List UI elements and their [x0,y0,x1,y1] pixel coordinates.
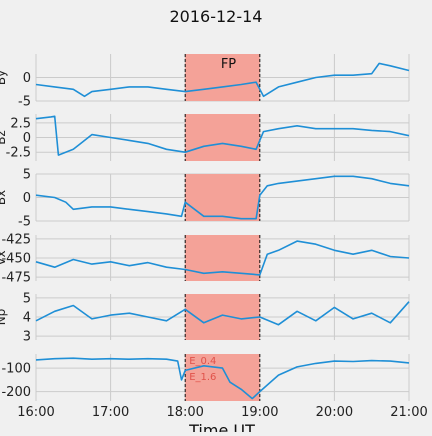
series-line [35,62,410,98]
y-tick-label: -5 [18,215,31,230]
region-annotation: E_1.6 [189,372,216,383]
shaded-region [185,354,260,401]
x-tick-label: 19:00 [241,405,278,420]
region-annotation: E_0.4 [189,356,216,367]
y-tick-label: -2.5 [6,146,31,161]
series-line [35,301,410,326]
y-tick-label: 0 [23,191,31,206]
shaded-region [185,174,260,221]
panel-6: -100 -200 E_0.4 E_1.6 [1,354,410,401]
x-tick-label: 16:00 [17,405,54,420]
y-axis-label: Bz [0,130,8,145]
series-line [35,240,410,276]
panel-3: -5 0 5 Bx [0,168,410,230]
region-label: FP [221,57,236,72]
shaded-region [185,294,260,340]
y-tick-label: 0 [23,131,31,146]
panels: -50ByFP-2.502.5Bz-505Bx-425-450-475Vx345… [0,54,410,401]
x-tick-label: 21:00 [390,405,427,420]
shaded-region [185,54,260,101]
y-tick-label: 3 [23,330,31,345]
shaded-region [185,114,260,161]
y-tick-label: -100 [1,362,31,377]
series-line [35,175,410,220]
panel-5: 3 4 5 Np [0,291,410,345]
y-tick-label: 5 [23,168,31,183]
series-line [35,115,410,156]
x-tick-label: 20:00 [316,405,353,420]
y-axis-label: Vx [0,250,8,265]
x-tick-label: 18:00 [166,405,203,420]
chart-title: 2016-12-14 [170,7,263,26]
x-tick-labels: 16:00 17:00 18:00 19:00 20:00 21:00 [17,405,427,420]
x-tick-label: 17:00 [92,405,129,420]
y-tick-label: 0 [23,71,31,86]
y-tick-label: -425 [1,232,31,247]
y-axis-label: By [0,70,8,85]
y-tick-label: -475 [1,271,31,286]
y-tick-label: 5 [23,291,31,306]
series-line [35,357,410,400]
y-tick-label: -5 [18,95,31,110]
y-tick-label: -450 [1,252,31,267]
y-axis-label: Bx [0,190,8,205]
y-tick-label: 2.5 [10,116,31,131]
panel-4: -425 -450 -475 Vx [0,232,410,286]
panel-1: -5 0 By FP [0,54,410,110]
panel-2: -2.502.5Bz [0,114,410,161]
x-axis-label: Time UT [188,421,255,432]
y-tick-label: 4 [23,311,31,326]
y-tick-label: -200 [1,385,31,400]
y-axis-label: Np [0,309,8,326]
